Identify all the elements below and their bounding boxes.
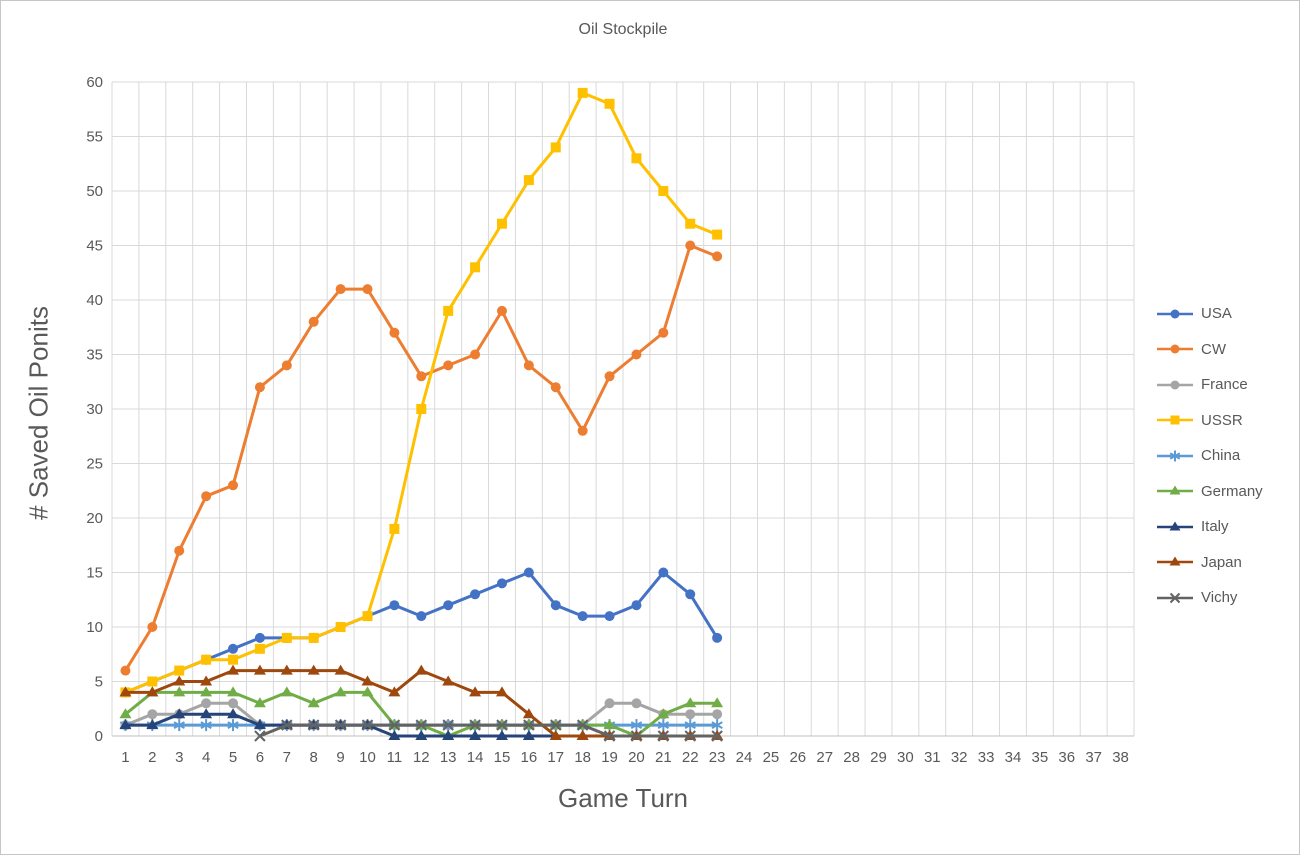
svg-text:11: 11 [387, 749, 403, 766]
y-tick-labels: 0 5 10 15 20 25 30 35 40 45 50 55 60 [86, 74, 103, 745]
svg-text:35: 35 [1032, 749, 1049, 766]
svg-text:26: 26 [789, 749, 806, 766]
y-axis-title: # Saved Oil Ponits [23, 306, 54, 520]
legend-marker-asterisk-icon [1157, 450, 1193, 462]
legend-item-ussr: USSR [1156, 403, 1296, 439]
legend-item-cw: CW [1156, 332, 1296, 368]
svg-text:60: 60 [86, 74, 103, 91]
legend-item-usa: USA [1156, 296, 1296, 332]
svg-text:18: 18 [574, 749, 591, 766]
x-tick-labels: 1 2 3 4 5 6 7 8 9 10 11 12 13 14 15 16 17 18 19 20 21 22 23 24 2… [121, 749, 1129, 766]
chart-title: Oil Stockpile [578, 21, 668, 38]
svg-text:55: 55 [86, 129, 103, 146]
svg-text:10: 10 [86, 619, 103, 636]
legend-label: CW [1201, 340, 1226, 358]
svg-text:20: 20 [86, 510, 103, 527]
svg-text:14: 14 [467, 749, 484, 766]
svg-text:15: 15 [494, 749, 511, 766]
svg-text:1: 1 [121, 749, 129, 766]
svg-text:31: 31 [924, 749, 941, 766]
svg-text:3: 3 [175, 749, 183, 766]
legend-label: USA [1201, 305, 1232, 323]
legend-item-italy: Italy [1156, 509, 1296, 545]
svg-text:2: 2 [148, 749, 156, 766]
legend-label: Italy [1201, 518, 1229, 536]
legend-label: Germany [1201, 482, 1263, 500]
legend-label: China [1201, 447, 1241, 465]
series-vichy [254, 719, 723, 742]
legend-item-germany: Germany [1156, 474, 1296, 510]
svg-text:6: 6 [256, 749, 264, 766]
svg-text:9: 9 [336, 749, 344, 766]
svg-text:7: 7 [283, 749, 291, 766]
svg-text:13: 13 [440, 749, 457, 766]
legend-marker-triangle-icon [1157, 556, 1193, 566]
svg-text:29: 29 [870, 749, 887, 766]
svg-text:22: 22 [682, 749, 699, 766]
legend-label: France [1201, 376, 1248, 394]
legend-item-france: France [1156, 367, 1296, 403]
series-cw [120, 240, 723, 676]
svg-text:28: 28 [843, 749, 860, 766]
svg-text:30: 30 [897, 749, 914, 766]
legend-label: Vichy [1201, 589, 1238, 607]
svg-text:15: 15 [86, 565, 103, 582]
legend: USA CW France USSR China Germany Italy Japan Vic… [1156, 296, 1296, 616]
legend-item-china: China [1156, 438, 1296, 474]
svg-text:25: 25 [86, 456, 103, 473]
legend-marker-triangle-icon [1157, 485, 1193, 495]
svg-text:34: 34 [1005, 749, 1022, 766]
svg-text:32: 32 [951, 749, 968, 766]
legend-label: Japan [1201, 553, 1242, 571]
svg-text:35: 35 [86, 347, 103, 364]
svg-text:40: 40 [86, 292, 103, 309]
series-ussr [120, 87, 723, 698]
svg-text:27: 27 [816, 749, 833, 766]
svg-text:17: 17 [547, 749, 564, 766]
svg-text:30: 30 [86, 401, 103, 418]
legend-marker-circle-icon [1157, 309, 1193, 319]
legend-marker-square-icon [1157, 415, 1193, 425]
svg-text:20: 20 [628, 749, 645, 766]
legend-item-vichy: Vichy [1156, 580, 1296, 616]
legend-label: USSR [1201, 411, 1243, 429]
svg-text:12: 12 [413, 749, 430, 766]
legend-marker-x-icon [1157, 592, 1193, 603]
legend-marker-circle-icon [1157, 344, 1193, 354]
svg-text:25: 25 [763, 749, 780, 766]
svg-text:50: 50 [86, 183, 103, 200]
svg-text:33: 33 [978, 749, 995, 766]
gridlines [111, 81, 1135, 737]
svg-text:38: 38 [1112, 749, 1129, 766]
svg-text:24: 24 [736, 749, 753, 766]
svg-text:5: 5 [229, 749, 237, 766]
x-axis-title: Game Turn [557, 783, 689, 813]
svg-text:16: 16 [521, 749, 538, 766]
svg-text:37: 37 [1085, 749, 1102, 766]
svg-text:36: 36 [1058, 749, 1075, 766]
svg-text:8: 8 [310, 749, 318, 766]
legend-marker-circle-icon [1157, 380, 1193, 390]
legend-item-japan: Japan [1156, 545, 1296, 581]
svg-text:10: 10 [359, 749, 376, 766]
series-usa [120, 567, 723, 698]
svg-text:21: 21 [655, 749, 672, 766]
svg-text:5: 5 [95, 674, 103, 691]
legend-marker-triangle-icon [1157, 521, 1193, 531]
svg-text:19: 19 [601, 749, 618, 766]
svg-text:23: 23 [709, 749, 726, 766]
svg-text:0: 0 [95, 728, 103, 745]
svg-text:4: 4 [202, 749, 210, 766]
svg-text:45: 45 [86, 238, 103, 255]
